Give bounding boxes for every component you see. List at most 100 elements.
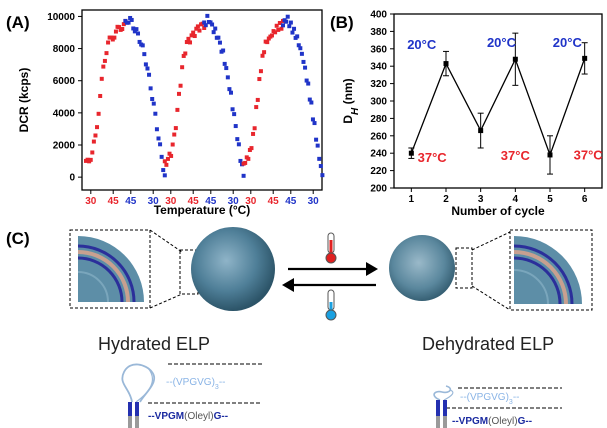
chart-a-point — [296, 43, 301, 48]
chart-a-point — [310, 117, 315, 122]
chart-a-point — [188, 40, 193, 45]
chart-a-point — [131, 26, 136, 31]
chart-a-point — [158, 142, 163, 147]
chart-a-point — [298, 46, 303, 51]
chart-b-series — [408, 32, 588, 175]
chart-a-point — [254, 105, 259, 110]
chart-a-point — [213, 26, 218, 31]
chart-a-point — [227, 87, 232, 92]
left-inset — [69, 229, 151, 309]
chart-a-point — [265, 40, 270, 45]
chart-a-x-tick-label: 30 — [165, 196, 177, 207]
chart-a-point — [299, 51, 304, 56]
chart-a-point — [93, 133, 98, 138]
chart-b-x-tick-label: 2 — [443, 194, 449, 205]
chart-b-y-tick-label: 260 — [370, 131, 387, 142]
chart-a-point — [312, 121, 317, 126]
chart-a-x-tick-label: 45 — [285, 196, 297, 207]
chart-a-point — [304, 78, 309, 83]
chart-a-point — [104, 51, 109, 56]
chart-a-y-tick-label: 0 — [69, 173, 75, 184]
panel-b-label: (B) — [330, 13, 354, 32]
chart-a-point — [134, 27, 139, 32]
chart-a-point — [143, 62, 148, 67]
chart-a-point — [274, 23, 279, 28]
chart-b-y-tick-label: 200 — [370, 184, 387, 195]
chart-a-point — [112, 35, 117, 40]
chart-b-y-tick-label: 360 — [370, 44, 387, 55]
chart-b-annotation: 20°C — [407, 37, 437, 52]
chart-b-line — [410, 57, 586, 157]
chart-a-y-tick-label: 6000 — [53, 76, 76, 87]
chart-a-point — [121, 22, 126, 27]
chart-a-point — [117, 25, 122, 30]
chart-a-point — [147, 72, 152, 77]
chart-b-y-tick-label: 240 — [370, 149, 387, 160]
thermometer-hot-icon — [325, 232, 337, 264]
chart-b-y-tick-label: 280 — [370, 114, 387, 125]
chart-a-x-tick-label: 45 — [205, 196, 217, 207]
chart-a-point — [175, 107, 180, 112]
chart-b-x-ticks: 1 2 3 4 5 6 — [409, 188, 588, 205]
chart-a-point — [164, 162, 169, 167]
hydrated-particle — [191, 227, 275, 311]
chart-a-point — [197, 28, 202, 33]
dehydrated-caption: Dehydrated ELP — [422, 334, 554, 354]
chart-a-point — [194, 26, 199, 31]
chart-a-y-tick-label: 8000 — [53, 44, 76, 55]
chart-a-point — [154, 127, 159, 132]
chart-a-point — [169, 153, 174, 158]
chart-a-point — [317, 156, 322, 161]
chart-a-point — [228, 90, 233, 95]
hydrated-seq-top: --(VPGVG)3-- — [166, 377, 225, 391]
chart-b: 200 220 240 260 280 300 320 340 360 380 400 1 2 3 4 5 6… — [341, 10, 603, 219]
chart-a-point — [113, 29, 118, 34]
chart-a-point — [161, 168, 166, 173]
chart-a-point — [249, 146, 254, 151]
chart-a-frame — [81, 9, 323, 191]
chart-a-point — [148, 86, 153, 91]
chart-b-point — [547, 152, 553, 158]
chart-a-point — [243, 160, 248, 165]
chart-a-point — [145, 66, 150, 71]
chart-b-point — [512, 56, 518, 62]
chart-a-x-tick-label: 45 — [125, 196, 137, 207]
chart-a-point — [295, 34, 300, 39]
reversible-arrows — [282, 262, 378, 292]
chart-a-point — [98, 93, 103, 98]
chart-a-point — [203, 23, 208, 28]
chart-a-point — [257, 77, 262, 82]
panel-c-label: (C) — [6, 229, 30, 248]
chart-a-point — [314, 137, 319, 142]
chart-a-point — [202, 25, 207, 30]
chart-a-point — [307, 97, 312, 102]
chart-a-point — [235, 137, 240, 142]
chart-b-annotation: 37°C — [574, 147, 604, 162]
chart-a-point — [162, 173, 167, 178]
chart-a-point — [238, 158, 243, 163]
chart-a-point — [184, 40, 189, 45]
chart-a-point — [246, 156, 251, 161]
chart-a-point — [241, 173, 246, 178]
chart-a-point — [301, 59, 306, 64]
chart-a-point — [120, 27, 125, 32]
chart-a-point — [88, 157, 93, 162]
chart-b-x-label: Number of cycle — [451, 204, 545, 218]
chart-b-annotation: 37°C — [418, 150, 448, 165]
chart-a-point — [170, 142, 175, 147]
chart-a-point — [126, 20, 131, 25]
chart-a-y-tick-label: 2000 — [53, 141, 76, 152]
chart-b-annotation: 20°C — [553, 35, 583, 50]
dehydrated-seq-bottom: --VPGM(Oleyl)G-- — [452, 416, 532, 427]
chart-b-x-tick-label: 5 — [547, 194, 553, 205]
chart-a-point — [260, 53, 265, 58]
chart-a-point — [178, 83, 183, 88]
chart-b-point — [478, 128, 484, 134]
right-zoom-line-top — [471, 231, 511, 251]
left-zoom-line-top — [149, 229, 183, 253]
chart-b-x-tick-label: 4 — [513, 194, 519, 205]
chart-b-point — [443, 61, 449, 67]
chart-a-point — [221, 48, 226, 53]
